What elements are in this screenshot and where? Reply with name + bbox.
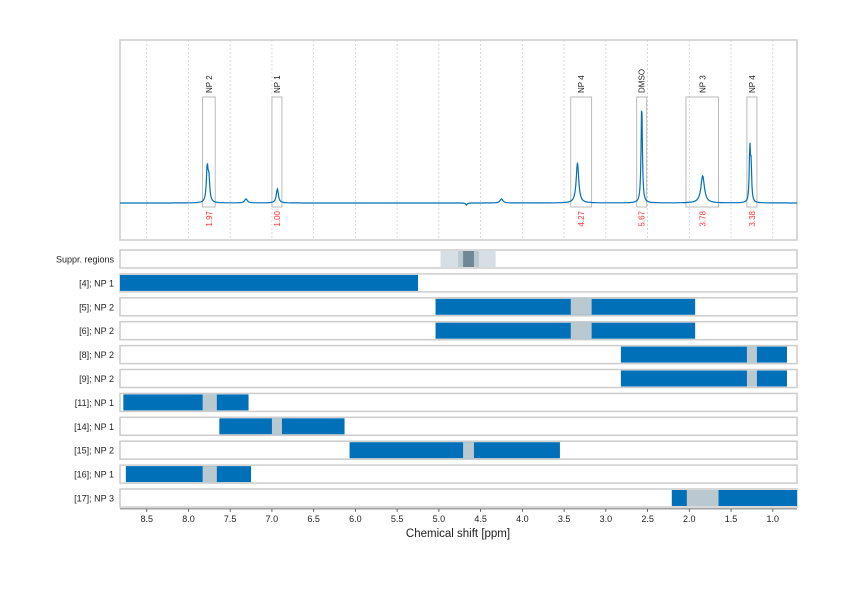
peak-box: [570, 96, 593, 208]
peak-box: [685, 96, 719, 208]
integral-label: 3.78: [698, 210, 707, 226]
range-gap: [570, 298, 592, 315]
x-tick-label: 7.0: [266, 514, 279, 524]
x-axis-label: Chemical shift [ppm]: [406, 528, 510, 540]
peak-box: [636, 96, 648, 208]
range-bar: [349, 442, 560, 459]
range-gap: [746, 346, 757, 363]
peak-label: NP 4: [748, 75, 757, 93]
peak-label: NP 3: [698, 75, 707, 93]
integral-label: 4.27: [577, 210, 586, 226]
integral-label: 5.67: [638, 210, 647, 226]
range-gap: [202, 466, 217, 483]
row-label: [15]; NP 2: [74, 446, 114, 456]
range-gap: [271, 418, 282, 435]
x-tick-label: 8.0: [182, 514, 195, 524]
peak-box: [202, 96, 216, 208]
row-label: [17]; NP 3: [74, 494, 114, 504]
row-frame: [119, 392, 798, 413]
x-tick-label: 5.5: [391, 514, 404, 524]
peak-label: NP 2: [205, 75, 214, 93]
range-bar: [620, 370, 787, 387]
row-label: [9]; NP 2: [79, 374, 114, 384]
integral-label: 3.38: [748, 210, 757, 226]
x-tick-label: 4.0: [516, 514, 529, 524]
row-label: Suppr. regions: [56, 255, 115, 265]
x-tick-label: 1.5: [725, 514, 738, 524]
range-gap: [202, 394, 217, 411]
integral-label: 1.00: [273, 210, 282, 226]
range-gap: [746, 370, 757, 387]
row-frame: [119, 464, 798, 484]
range-gap: [463, 442, 474, 459]
peak-box: [746, 96, 758, 208]
range-bar: [125, 466, 252, 483]
range-bar: [435, 322, 696, 339]
range-gap: [570, 322, 592, 339]
row-label: [11]; NP 1: [75, 398, 114, 408]
x-tick-label: 2.5: [641, 514, 654, 524]
peak-box: [271, 96, 283, 208]
suppressed-band: [463, 251, 474, 267]
range-gap: [686, 490, 719, 506]
x-tick-label: 4.5: [474, 514, 487, 524]
x-tick-label: 7.5: [224, 514, 237, 524]
range-bar: [123, 394, 249, 411]
x-tick-label: 6.5: [307, 514, 320, 524]
row-label: [16]; NP 1: [74, 470, 114, 480]
integral-label: 1.97: [205, 210, 214, 226]
range-bar: [120, 274, 419, 291]
range-bar: [435, 298, 696, 315]
x-tick-label: 1.0: [767, 514, 780, 524]
x-tick-label: 3.0: [600, 514, 613, 524]
peak-label: NP 4: [577, 75, 586, 93]
row-label: [4]; NP 1: [79, 278, 114, 288]
row-label: [6]; NP 2: [79, 326, 114, 336]
range-bar: [620, 346, 787, 363]
x-tick-label: 8.5: [140, 514, 153, 524]
x-tick-label: 2.0: [683, 514, 696, 524]
peak-label: DMSO: [638, 69, 647, 93]
peak-label: NP 1: [273, 75, 282, 93]
x-tick-label: 5.0: [433, 514, 446, 524]
x-tick-label: 3.5: [558, 514, 571, 524]
spectrum-frame: [119, 39, 798, 241]
row-label: [5]; NP 2: [79, 302, 114, 312]
spectrum-line: [120, 110, 797, 206]
x-tick-label: 6.0: [349, 514, 362, 524]
row-label: [8]; NP 2: [79, 350, 114, 360]
row-label: [14]; NP 1: [74, 422, 114, 432]
